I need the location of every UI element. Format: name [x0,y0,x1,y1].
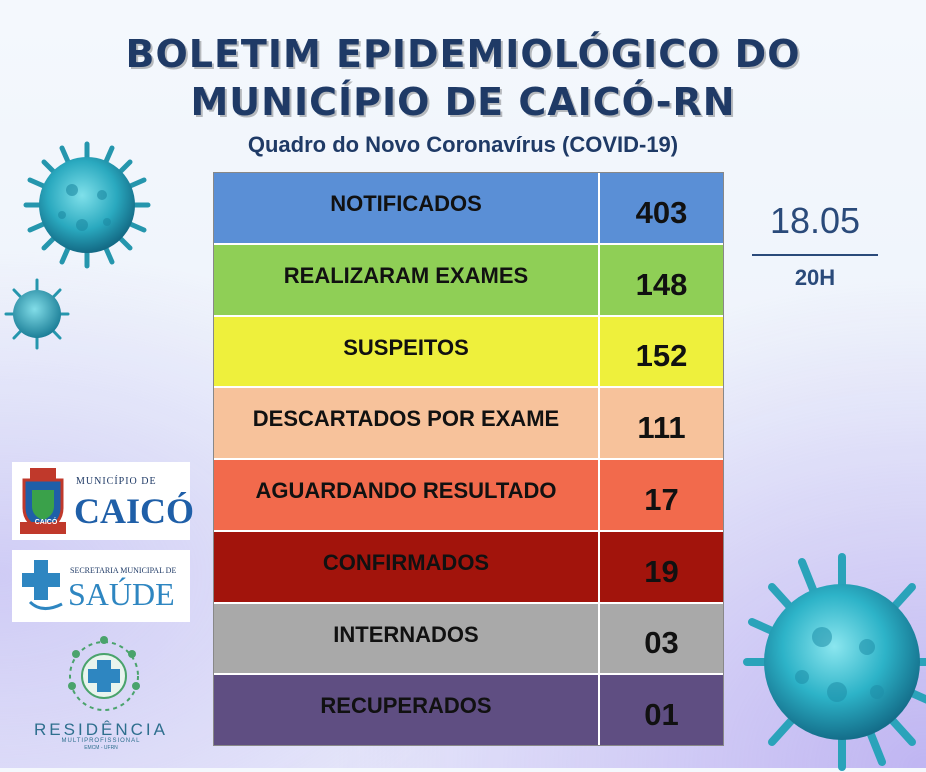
date-divider [752,254,878,256]
caico-logo-small: MUNICÍPIO DE [76,476,157,487]
table-row: INTERNADOS 03 [214,603,723,676]
residencia-emblem-icon [68,636,140,711]
table-row: NOTIFICADOS 403 [214,173,723,245]
row-label: REALIZARAM EXAMES [214,244,600,315]
row-value: 148 [635,266,688,302]
residencia-logo: RESIDÊNCIA MULTIPROFISSIONAL EMCM - UFRN [12,632,190,751]
caico-coat-of-arms-icon [20,468,66,534]
saude-logo-big: SAÚDE [68,576,175,612]
row-value: 403 [635,194,688,230]
caico-ribbon: CAICÓ [34,519,58,526]
row-label: RECUPERADOS [214,675,600,745]
table-row: RECUPERADOS 01 [214,675,723,745]
update-time: 20H [794,265,836,290]
residencia-logo-tiny: EMCM - UFRN [84,745,118,751]
row-label: SUSPEITOS [214,316,600,387]
table-row: REALIZARAM EXAMES 148 [214,244,723,317]
row-value: 152 [635,338,688,374]
table-row: DESCARTADOS POR EXAME 111 [214,388,723,460]
caico-logo: CAICÓ MUNICÍPIO DE CAICÓ [12,462,194,540]
stats-table: NOTIFICADOS 403 REALIZARAM EXAMES 148 SUSPEI… [213,172,724,746]
page-title-line2: MUNICÍPIO DE CAICÓ-RN [190,80,736,124]
coronavirus-icon [23,141,151,269]
row-label: DESCARTADOS POR EXAME [214,388,600,458]
row-value: 03 [644,625,679,661]
health-cross-icon [22,560,63,610]
row-label: INTERNADOS [214,603,600,674]
row-label: CONFIRMADOS [214,531,600,602]
row-value: 19 [644,553,679,589]
row-value: 17 [644,481,679,517]
page-title-line1: BOLETIM EPIDEMIOLÓGICO DO [125,32,801,76]
coronavirus-icon [4,278,70,350]
caico-logo-big: CAICÓ [74,491,195,531]
row-label: AGUARDANDO RESULTADO [214,460,600,530]
update-date: 18.05 [769,200,861,241]
table-row: CONFIRMADOS 19 [214,531,723,604]
residencia-logo-small: MULTIPROFISSIONAL [61,738,141,744]
coronavirus-icon [743,553,926,771]
table-row: SUSPEITOS 152 [214,316,723,389]
row-value: 111 [637,410,686,445]
table-row: AGUARDANDO RESULTADO 17 [214,460,723,532]
residencia-logo-big: RESIDÊNCIA [34,720,168,739]
row-value: 01 [644,697,679,732]
saude-logo-small: SECRETARIA MUNICIPAL DE [70,566,177,575]
row-label: NOTIFICADOS [214,173,600,243]
page-subtitle: Quadro do Novo Coronavírus (COVID-19) [247,132,679,157]
saude-logo: SECRETARIA MUNICIPAL DE SAÚDE [12,550,190,622]
